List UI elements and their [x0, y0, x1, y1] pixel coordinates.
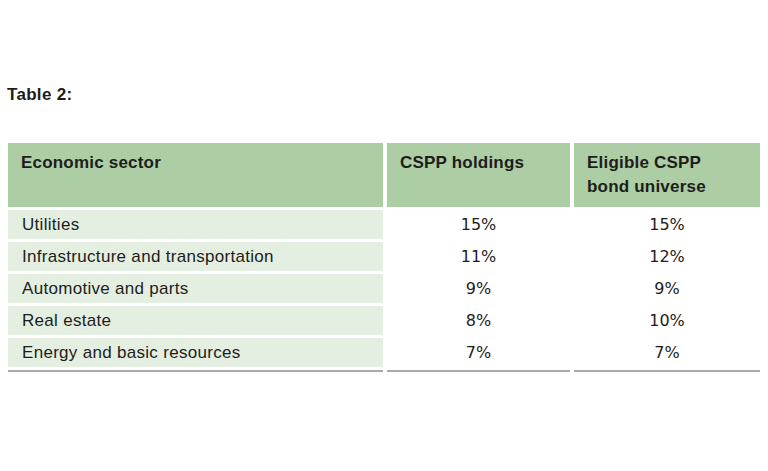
cspp-holdings-cell: 7%	[387, 338, 570, 367]
cspp-holdings-cell: 8%	[387, 306, 570, 335]
data-table: Economic sector CSPP holdings Eligible C…	[8, 143, 760, 372]
cspp-holdings-cell: 15%	[387, 210, 570, 239]
column-header-economic-sector: Economic sector	[8, 143, 383, 207]
eligible-universe-cell: 7%	[574, 338, 760, 367]
sector-cell: Infrastructure and transportation	[8, 242, 383, 271]
bottom-rule-holdings-column	[387, 370, 570, 372]
eligible-universe-cell: 15%	[574, 210, 760, 239]
sector-cell: Utilities	[8, 210, 383, 239]
bottom-rule-universe-column	[574, 370, 760, 372]
table-caption: Table 2:	[7, 85, 72, 105]
sector-cell: Automotive and parts	[8, 274, 383, 303]
bottom-rule-sector-column	[8, 370, 383, 372]
eligible-universe-cell: 10%	[574, 306, 760, 335]
sector-cell: Real estate	[8, 306, 383, 335]
cspp-holdings-cell: 11%	[387, 242, 570, 271]
sector-cell: Energy and basic resources	[8, 338, 383, 367]
column-header-cspp-holdings: CSPP holdings	[387, 143, 570, 207]
eligible-universe-cell: 12%	[574, 242, 760, 271]
column-header-eligible-cspp-bond-universe: Eligible CSPP bond universe	[574, 143, 760, 207]
cspp-holdings-cell: 9%	[387, 274, 570, 303]
eligible-universe-cell: 9%	[574, 274, 760, 303]
